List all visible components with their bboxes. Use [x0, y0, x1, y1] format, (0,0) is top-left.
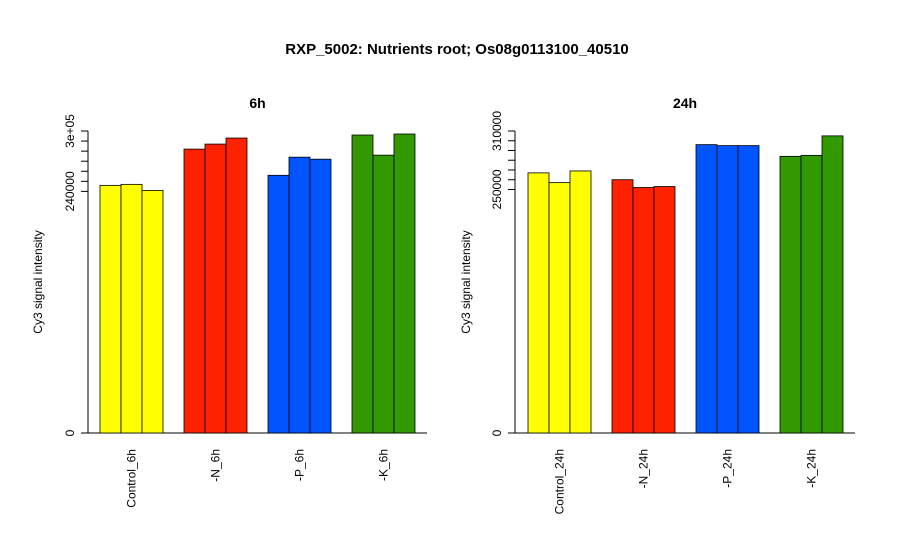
bar-24h-0-1 — [548, 182, 571, 434]
panel-title-24h: 24h — [673, 95, 697, 111]
bar-6h-2-0 — [267, 174, 290, 434]
bar-6h-2-2 — [309, 158, 332, 434]
bar-6h-0-1 — [120, 183, 143, 434]
bar-24h-1-0 — [611, 179, 634, 434]
group-label-24h-3: -K_24h — [805, 449, 819, 488]
bar-24h-3-1 — [800, 154, 823, 434]
panel-6h: 6h Cy3 signal intensity 0 240000 3e+05 Contro… — [31, 95, 427, 508]
y-tick-label-24h: 310000 — [490, 111, 504, 151]
bar-6h-1-1 — [204, 143, 227, 434]
bar-6h-0-2 — [141, 189, 164, 434]
bar-6h-3-1 — [372, 154, 395, 434]
bar-24h-1-2 — [653, 186, 676, 434]
panel-title-6h: 6h — [249, 95, 265, 111]
bar-24h-0-2 — [569, 170, 592, 434]
y-tick-label-6h: 0 — [63, 429, 77, 436]
bar-24h-2-2 — [737, 145, 760, 434]
bar-6h-0-0 — [99, 184, 122, 434]
bar-24h-2-0 — [695, 144, 718, 434]
bar-6h-1-2 — [225, 137, 248, 434]
y-axis-label-24h: Cy3 signal intensity — [459, 230, 473, 333]
bar-24h-2-1 — [716, 145, 739, 434]
group-label-6h-2: -P_6h — [293, 449, 307, 481]
bar-24h-1-1 — [632, 187, 655, 434]
bar-6h-3-0 — [351, 134, 374, 434]
group-label-6h-3: -K_6h — [377, 449, 391, 481]
bar-24h-3-0 — [779, 155, 802, 434]
group-label-6h-0: Control_6h — [125, 449, 139, 508]
bar-24h-3-2 — [821, 135, 844, 434]
chart-main-title: RXP_5002: Nutrients root; Os08g0113100_4… — [285, 41, 629, 58]
y-tick-label-6h: 240000 — [63, 171, 77, 211]
bar-6h-1-0 — [183, 148, 206, 434]
bar-24h-0-0 — [527, 172, 550, 434]
bar-6h-3-2 — [393, 133, 416, 434]
y-axis-label-6h: Cy3 signal intensity — [31, 230, 45, 333]
y-tick-label-24h: 0 — [490, 429, 504, 436]
panel-24h: 24h Cy3 signal intensity 0 250000 310000 Cont… — [459, 95, 855, 514]
bar-6h-2-1 — [288, 156, 311, 434]
group-label-6h-1: -N_6h — [209, 449, 223, 482]
group-label-24h-1: -N_24h — [637, 449, 651, 488]
group-label-24h-0: Control_24h — [553, 449, 567, 514]
y-tick-label-24h: 250000 — [490, 169, 504, 209]
group-label-24h-2: -P_24h — [721, 449, 735, 488]
y-tick-label-6h: 3e+05 — [63, 114, 77, 148]
